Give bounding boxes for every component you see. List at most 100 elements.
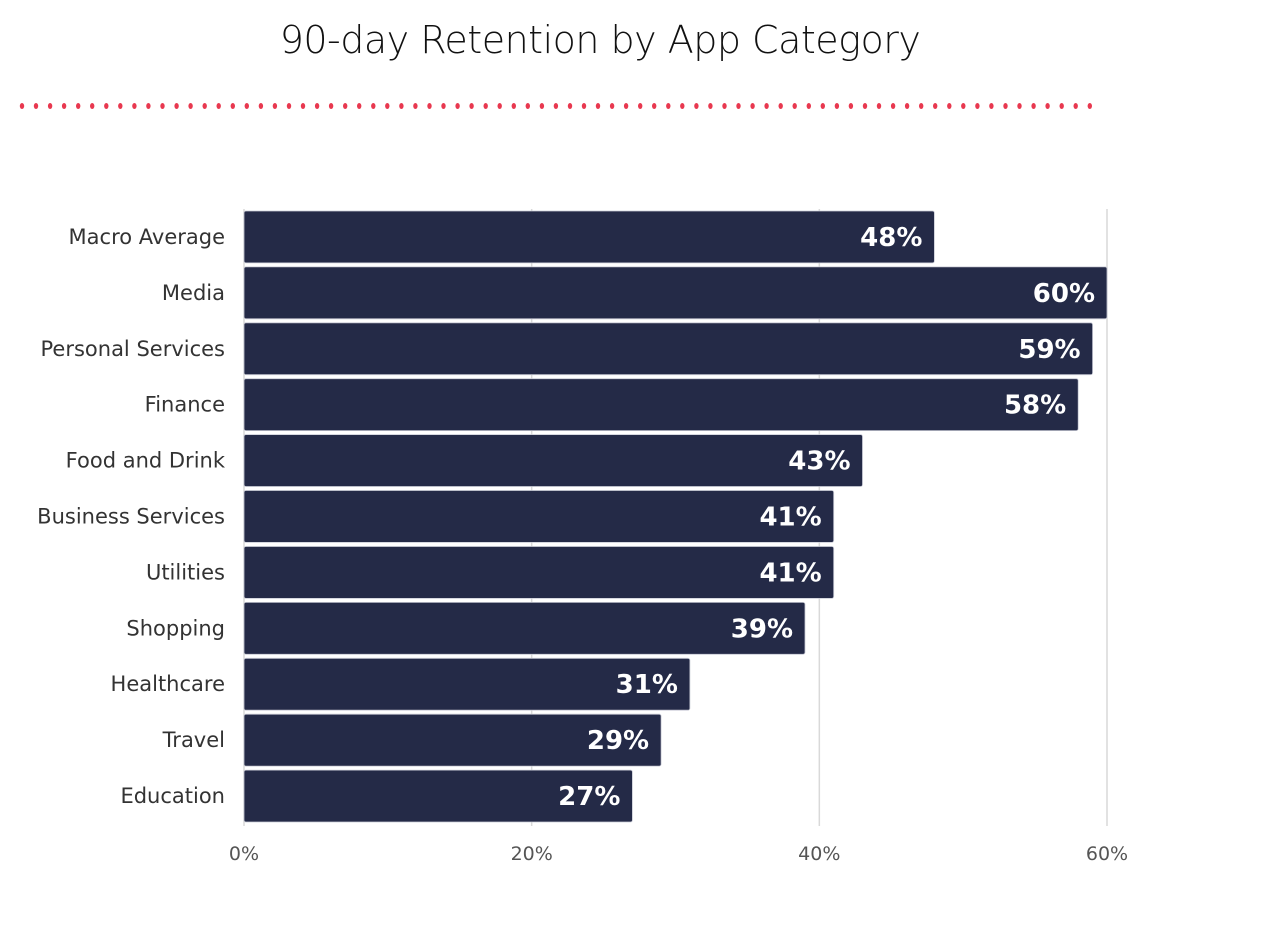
divider-dot (104, 103, 109, 109)
bar (243, 602, 806, 655)
divider-dot (736, 103, 741, 109)
divider-dot (975, 103, 980, 109)
divider-dot (328, 103, 334, 109)
divider-dot (286, 103, 292, 109)
x-tick-label: 60% (1086, 843, 1128, 865)
divider-dot (146, 103, 151, 109)
category-label: Media (162, 281, 225, 305)
divider-dot (652, 103, 657, 109)
divider-dot (357, 103, 362, 109)
divider-dot (202, 103, 207, 109)
category-label: Travel (162, 728, 225, 752)
divider-dot (876, 103, 882, 109)
divider-dot (118, 103, 123, 109)
value-label: 27% (558, 782, 620, 812)
divider-dot (441, 103, 446, 109)
category-label: Food and Drink (66, 449, 226, 473)
divider-dot (371, 103, 376, 109)
divider-dot (989, 103, 994, 109)
divider-dot (778, 103, 783, 109)
divider-dot (399, 103, 404, 109)
bar (243, 378, 1079, 432)
bar (243, 546, 835, 599)
divider-dot (919, 103, 924, 109)
bar (243, 769, 633, 823)
divider-dot (904, 103, 910, 109)
divider-dot (1059, 103, 1064, 109)
divider-dot (848, 103, 854, 109)
divider-dot (343, 103, 348, 109)
divider-dot (272, 103, 278, 109)
divider-dot (47, 103, 53, 109)
divider-dot (1073, 103, 1078, 109)
divider-dot (132, 103, 137, 109)
category-label: Finance (145, 393, 225, 417)
value-label: 48% (860, 223, 922, 253)
value-labels: 48% 60% 59% 58% 43% 41% 41% 39% 31% 29% 27% (558, 223, 1095, 812)
bar (243, 210, 935, 264)
value-label: 41% (759, 558, 821, 588)
divider-dot (244, 103, 249, 109)
chart-title: 90-day Retention by App Category (279, 18, 921, 62)
divider-dot (61, 103, 67, 109)
divider-dot (216, 103, 221, 109)
x-tick-label: 20% (511, 843, 553, 865)
divider-dot (525, 103, 530, 109)
value-label: 29% (587, 726, 649, 756)
x-tick-label: 0% (229, 843, 259, 865)
x-axis-tick-labels: 0% 20% 40% 60% (229, 843, 1128, 865)
divider-dot (933, 103, 938, 109)
divider-dot (385, 103, 390, 109)
divider-dot (230, 103, 235, 109)
divider-dot (961, 103, 966, 109)
divider-dot (862, 103, 868, 109)
category-label: Personal Services (41, 337, 226, 361)
divider-dot (947, 103, 952, 109)
divider-dot (638, 103, 643, 109)
bar (243, 266, 1108, 320)
divider-dot (427, 103, 432, 109)
bar (243, 713, 662, 767)
value-label: 60% (1033, 279, 1095, 309)
category-label: Business Services (37, 505, 225, 529)
divider-dot (539, 103, 545, 109)
category-labels: Macro Average Media Personal Services Finan… (37, 225, 226, 808)
divider-dot (820, 103, 825, 109)
bar (243, 657, 691, 711)
divider-dot (609, 103, 615, 109)
category-label: Healthcare (111, 672, 225, 696)
value-label: 43% (788, 447, 850, 477)
divider-dot (708, 103, 713, 109)
divider-dot (722, 103, 727, 109)
divider-dot (1087, 103, 1093, 109)
divider-dot (1017, 103, 1022, 109)
category-label: Utilities (146, 560, 225, 584)
divider-dot (188, 103, 193, 109)
divider-dot (1003, 103, 1008, 109)
divider-dot (567, 103, 573, 109)
divider-dot (413, 103, 418, 109)
divider-dot (595, 103, 601, 109)
divider-dot (553, 103, 559, 109)
dotted-divider (19, 103, 1093, 109)
value-label: 31% (616, 670, 678, 700)
divider-dot (90, 103, 95, 109)
divider-dot (1031, 103, 1036, 109)
divider-dot (1045, 103, 1050, 109)
divider-dot (890, 103, 896, 109)
value-label: 39% (731, 614, 793, 644)
divider-dot (750, 103, 755, 109)
divider-dot (666, 103, 671, 109)
divider-dot (300, 103, 306, 109)
value-label: 58% (1004, 391, 1066, 421)
divider-dot (160, 103, 165, 109)
divider-dot (174, 103, 179, 109)
bar (243, 490, 835, 543)
divider-dot (623, 103, 629, 109)
divider-dot (581, 103, 587, 109)
divider-dot (694, 103, 699, 109)
divider-dot (764, 103, 769, 109)
divider-dot (258, 103, 264, 109)
divider-dot (834, 103, 840, 109)
